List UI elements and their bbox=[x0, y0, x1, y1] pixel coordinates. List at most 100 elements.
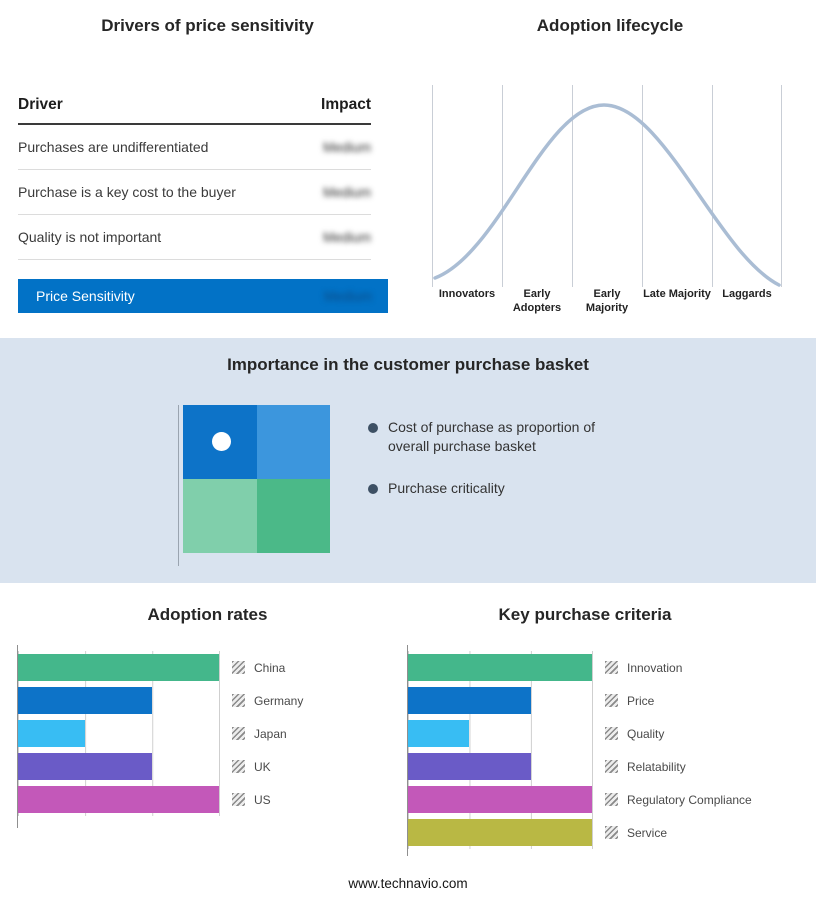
quadrant-cell-bottom-left bbox=[183, 479, 257, 553]
lifecycle-title: Adoption lifecycle bbox=[536, 16, 684, 35]
price-sensitivity-label: Price Sensitivity bbox=[36, 288, 135, 304]
legend-item: US bbox=[232, 783, 303, 816]
table-row: Purchases are undifferentiated Medium bbox=[18, 125, 371, 170]
quadrant-cell-top-left bbox=[183, 405, 257, 479]
legend-swatch-icon bbox=[605, 826, 618, 839]
legend-label: Germany bbox=[254, 693, 304, 708]
bar-row bbox=[18, 750, 219, 783]
bar-relatability bbox=[408, 753, 531, 780]
legend-swatch-icon bbox=[232, 793, 245, 806]
bar-us bbox=[18, 786, 219, 813]
chart-legend: China Germany Japan UK US bbox=[232, 651, 303, 816]
bar-row bbox=[408, 651, 592, 684]
lifecycle-curve bbox=[433, 103, 781, 287]
legend-swatch-icon bbox=[605, 694, 618, 707]
bar-row bbox=[18, 684, 219, 717]
legend-swatch-icon bbox=[605, 793, 618, 806]
drivers-title: Drivers of price sensitivity bbox=[101, 16, 314, 35]
bar-row bbox=[408, 816, 592, 849]
quadrant-matrix bbox=[183, 405, 330, 553]
impact-value: Medium bbox=[322, 229, 371, 245]
legend-label: Japan bbox=[254, 726, 287, 741]
legend-swatch-icon bbox=[605, 661, 618, 674]
legend-swatch-icon bbox=[232, 661, 245, 674]
legend-item: Innovation bbox=[605, 651, 752, 684]
table-row: Quality is not important Medium bbox=[18, 215, 371, 260]
stage-label: Early Adopters bbox=[512, 288, 562, 314]
price-sensitivity-bar: Price Sensitivity Medium bbox=[18, 279, 388, 313]
legend-item: Germany bbox=[232, 684, 303, 717]
bar-row bbox=[18, 651, 219, 684]
bar-china bbox=[18, 654, 219, 681]
position-dot-icon bbox=[212, 432, 231, 451]
legend-swatch-icon bbox=[232, 760, 245, 773]
stage-label: Late Majority bbox=[643, 288, 711, 300]
legend-item: Price bbox=[605, 684, 752, 717]
bar-uk bbox=[18, 753, 152, 780]
bar-row bbox=[408, 750, 592, 783]
bullet-icon bbox=[368, 423, 378, 433]
quadrant-axis bbox=[178, 405, 179, 566]
legend-label: UK bbox=[254, 759, 271, 774]
list-item: Purchase criticality bbox=[368, 479, 624, 498]
quadrant-cell-top-right bbox=[256, 405, 330, 479]
legend-label: Innovation bbox=[627, 660, 683, 675]
bullet-text: Purchase criticality bbox=[388, 479, 505, 496]
bar-plot bbox=[408, 651, 593, 849]
stage-label: Laggards bbox=[722, 288, 772, 300]
column-driver: Driver bbox=[18, 96, 63, 113]
column-impact: Impact bbox=[321, 96, 371, 113]
bar-row bbox=[408, 684, 592, 717]
website-url: www.technavio.com bbox=[348, 876, 468, 891]
quadrant-cell-bottom-right bbox=[256, 479, 330, 553]
lifecycle-chart bbox=[432, 85, 782, 287]
key-purchase-criteria-title: Key purchase criteria bbox=[498, 605, 672, 624]
legend-swatch-icon bbox=[232, 727, 245, 740]
legend-item: Quality bbox=[605, 717, 752, 750]
bullet-icon bbox=[368, 483, 378, 494]
stage-label: Early Majority bbox=[585, 288, 629, 314]
bar-regulatory-compliance bbox=[408, 786, 592, 813]
y-axis-line bbox=[17, 645, 18, 828]
drivers-table: Driver Impact Purchases are undifferenti… bbox=[18, 88, 388, 313]
purchase-basket-band bbox=[0, 338, 816, 583]
price-sensitivity-impact: Medium bbox=[323, 288, 372, 304]
bar-plot bbox=[18, 651, 220, 816]
bar-row bbox=[18, 717, 219, 750]
bar-innovation bbox=[408, 654, 592, 681]
legend-swatch-icon bbox=[232, 694, 245, 707]
legend-item: Japan bbox=[232, 717, 303, 750]
bar-quality bbox=[408, 720, 470, 747]
bar-germany bbox=[18, 687, 152, 714]
basket-bullet-list: Cost of purchase as proportion of overal… bbox=[368, 418, 624, 521]
legend-label: Regulatory Compliance bbox=[627, 792, 752, 807]
legend-item: Regulatory Compliance bbox=[605, 783, 752, 816]
legend-label: Service bbox=[627, 825, 668, 840]
legend-item: Service bbox=[605, 816, 752, 849]
lifecycle-gridlines bbox=[432, 85, 782, 287]
legend-item: UK bbox=[232, 750, 303, 783]
chart-legend: Innovation Price Quality Relatability Regula… bbox=[605, 651, 752, 849]
legend-label: China bbox=[254, 660, 286, 675]
bullet-text: Cost of purchase as proportion of overal… bbox=[388, 419, 596, 454]
stage-label: Innovators bbox=[438, 288, 496, 300]
legend-item: Relatability bbox=[605, 750, 752, 783]
table-row: Purchase is a key cost to the buyer Medi… bbox=[18, 170, 371, 215]
bar-row bbox=[18, 783, 219, 816]
bar-row bbox=[408, 783, 592, 816]
list-item: Cost of purchase as proportion of overal… bbox=[368, 418, 624, 456]
legend-label: Relatability bbox=[627, 759, 686, 774]
impact-value: Medium bbox=[322, 139, 371, 155]
y-axis-line bbox=[407, 645, 408, 856]
adoption-rates-title: Adoption rates bbox=[147, 605, 268, 624]
legend-label: Price bbox=[627, 693, 655, 708]
driver-text: Purchases are undifferentiated bbox=[18, 139, 209, 155]
legend-label: Quality bbox=[627, 726, 665, 741]
impact-value: Medium bbox=[322, 184, 371, 200]
driver-text: Quality is not important bbox=[18, 229, 162, 245]
basket-title: Importance in the customer purchase bask… bbox=[227, 355, 589, 374]
legend-swatch-icon bbox=[605, 760, 618, 773]
legend-item: China bbox=[232, 651, 303, 684]
bar-price bbox=[408, 687, 531, 714]
